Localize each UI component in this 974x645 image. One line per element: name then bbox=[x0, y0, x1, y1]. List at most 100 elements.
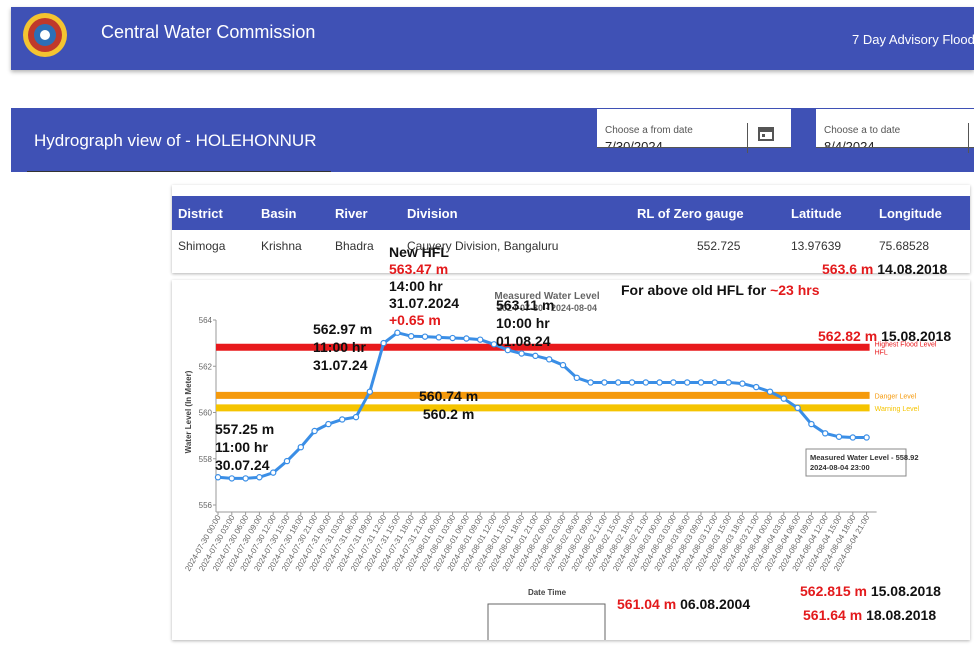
from-date-field[interactable]: Choose a from date 7/30/2024 bbox=[597, 109, 791, 153]
annotation: 563.6 m 14.08.2018 bbox=[822, 260, 947, 278]
table-cell: 13.97639 bbox=[791, 239, 842, 253]
data-point bbox=[725, 379, 732, 386]
column-header: Latitude bbox=[791, 206, 842, 221]
annotation-text: ~23 hrs bbox=[770, 282, 820, 298]
column-header: Division bbox=[407, 206, 458, 221]
annotation-text: 560.74 m bbox=[419, 388, 479, 404]
data-point bbox=[766, 388, 774, 395]
data-point bbox=[849, 434, 857, 441]
data-point bbox=[780, 395, 788, 402]
data-point bbox=[835, 433, 843, 440]
annotation: 560.74 m 560.2 m bbox=[419, 387, 478, 423]
data-point bbox=[559, 361, 567, 369]
scrollbar bbox=[487, 603, 606, 645]
annotation-text: 563.11 m bbox=[496, 297, 555, 313]
y-tick-label: 558 bbox=[199, 455, 213, 464]
data-point bbox=[435, 334, 442, 341]
data-point bbox=[504, 346, 511, 354]
annotation: For above old HFL for ~23 hrs bbox=[621, 281, 820, 299]
annotation-text: 562.815 m bbox=[800, 583, 867, 599]
data-point bbox=[642, 379, 649, 386]
data-point bbox=[615, 379, 622, 386]
toolbar: Hydrograph view of - HOLEHONNUR bbox=[11, 108, 974, 172]
data-point bbox=[463, 335, 470, 342]
nav-link[interactable]: 7 Day Advisory Flood bbox=[852, 32, 974, 47]
data-point bbox=[256, 474, 263, 481]
data-point bbox=[546, 356, 553, 363]
app-title: Central Water Commission bbox=[101, 22, 316, 42]
column-header: Longitude bbox=[879, 206, 942, 221]
table-header bbox=[172, 196, 970, 230]
data-point bbox=[214, 474, 222, 481]
reference-label: HFL bbox=[875, 349, 888, 356]
data-point bbox=[753, 383, 760, 391]
data-point bbox=[325, 420, 332, 428]
y-tick-label: 560 bbox=[199, 409, 213, 418]
annotation-text: 15.08.2018 bbox=[881, 328, 952, 344]
data-point bbox=[739, 380, 746, 387]
data-point bbox=[808, 420, 815, 428]
annotation: 562.815 m 15.08.2018 bbox=[800, 582, 941, 600]
chart-title: Measured Water Level bbox=[494, 291, 599, 302]
table-cell: Krishna bbox=[261, 239, 302, 253]
tooltip-box bbox=[805, 448, 907, 477]
table-cell: Cauvery Division, Bangaluru bbox=[407, 239, 559, 253]
annotation-text: 557.25 m bbox=[215, 421, 275, 437]
calendar-icon[interactable] bbox=[758, 125, 774, 141]
annotation-text: 18.08.2018 bbox=[866, 607, 937, 623]
data-point bbox=[601, 379, 608, 386]
column-header: RL of Zero gauge bbox=[637, 206, 744, 221]
y-axis-label: Water Level (In Meter) bbox=[184, 370, 193, 453]
y-tick-label: 556 bbox=[199, 501, 213, 510]
annotation-text: 562.97 m bbox=[313, 321, 373, 337]
data-point bbox=[394, 329, 401, 336]
data-point bbox=[380, 339, 387, 347]
page-title: Hydrograph view of - HOLEHONNUR bbox=[34, 131, 317, 150]
annotation-text: New HFL bbox=[389, 244, 449, 260]
annotation: 562.82 m 15.08.2018 bbox=[818, 327, 951, 345]
reference-label: Highest Flood Level bbox=[875, 341, 937, 348]
annotation-text: 11:00 hr bbox=[215, 439, 268, 455]
data-point bbox=[311, 427, 318, 435]
field-label: Choose a to date bbox=[824, 125, 901, 136]
field-value[interactable]: 7/30/2024 bbox=[605, 139, 663, 147]
reference-label: Danger Level bbox=[875, 393, 917, 400]
data-point bbox=[269, 469, 277, 476]
annotation-text: 31.07.2024 bbox=[389, 295, 460, 311]
annotation-text: 10:00 hr bbox=[496, 315, 550, 331]
data-point bbox=[407, 332, 415, 340]
x-axis-label: Date Time bbox=[528, 588, 567, 597]
data-point bbox=[822, 430, 829, 437]
annotation-text: +0.65 m bbox=[389, 312, 441, 328]
data-point bbox=[656, 379, 663, 386]
annotation-text: 31.07.24 bbox=[313, 357, 368, 373]
field-value[interactable]: 8/4/2024 bbox=[824, 139, 875, 147]
data-point bbox=[573, 374, 580, 382]
annotation: 561.64 m 18.08.2018 bbox=[803, 606, 936, 624]
annotation: 561.04 m 06.08.2004 bbox=[617, 595, 750, 613]
table-cell: 75.68528 bbox=[879, 239, 930, 253]
annotation-text: 06.08.2004 bbox=[680, 596, 751, 612]
table-cell: Bhadra bbox=[335, 239, 374, 253]
data-point bbox=[338, 416, 346, 423]
annotation: 557.25 m 11:00 hr 30.07.24 bbox=[215, 420, 274, 474]
data-point bbox=[684, 379, 691, 386]
data-point bbox=[449, 334, 456, 342]
data-point bbox=[366, 388, 373, 395]
annotation: 563.11 m 10:00 hr 01.08.24 bbox=[496, 296, 554, 350]
data-point bbox=[794, 404, 801, 412]
annotation-text: 14:00 hr bbox=[389, 278, 443, 294]
data-point bbox=[477, 336, 484, 343]
column-header: Basin bbox=[261, 206, 297, 221]
data-point bbox=[421, 333, 429, 340]
annotation: 562.97 m 11:00 hr 31.07.24 bbox=[313, 320, 372, 374]
annotation-text: 563.6 m bbox=[822, 261, 874, 277]
to-date-field[interactable]: Choose a to date 8/4/2024 bbox=[816, 109, 974, 153]
data-point bbox=[863, 434, 870, 441]
data-point bbox=[352, 413, 360, 421]
divider bbox=[27, 171, 331, 172]
column-header: River bbox=[335, 206, 368, 221]
data-point bbox=[228, 475, 236, 482]
